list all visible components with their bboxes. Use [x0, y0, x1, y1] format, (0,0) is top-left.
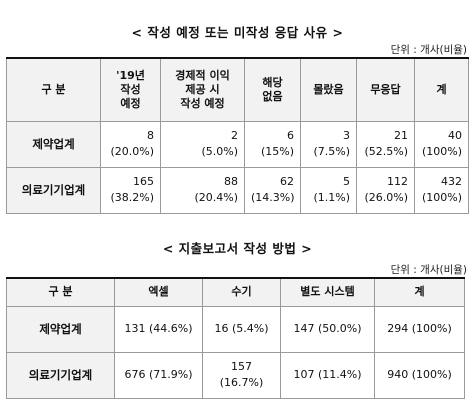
header-separate-system: 별도 시스템: [280, 277, 375, 307]
header-planned-on-benefit: 경제적 이익 제공 시 작성 예정: [160, 57, 245, 122]
table-cell: 147 (50.0%): [280, 305, 375, 353]
table-cell: 107 (11.4%): [280, 351, 375, 399]
table-cell: 676 (71.9%): [114, 351, 203, 399]
header-not-applicable: 해당 없음: [244, 57, 301, 122]
table-cell: 3 (7.5%): [300, 120, 357, 168]
table-cell: 40 (100%): [414, 120, 469, 168]
row-label: 제약업계: [6, 305, 115, 353]
table-cell: 16 (5.4%): [202, 305, 281, 353]
header-excel: 엑셀: [114, 277, 203, 307]
section2-title: < 지출보고서 작성 방법 >: [162, 241, 313, 256]
row-label: 의료기기업계: [6, 351, 115, 399]
row-label: 제약업계: [6, 120, 101, 168]
table-cell: 88 (20.4%): [160, 166, 245, 214]
method-table-header: 구 분 엑셀 수기 별도 시스템 계: [6, 277, 465, 307]
reason-table: 구 분 '19년 작성 예정 경제적 이익 제공 시 작성 예정 해당 없음 몰랐음 무응…: [6, 57, 469, 214]
section1-title: < 작성 예정 또는 미작성 응답 사유 >: [131, 25, 344, 40]
table-cell: 294 (100%): [374, 305, 465, 353]
table-cell: 131 (44.6%): [114, 305, 203, 353]
header-planned-2019: '19년 작성 예정: [100, 57, 161, 122]
row-label: 의료기기업계: [6, 166, 101, 214]
table-row: 의료기기업계 165 (38.2%) 88 (20.4%) 62 (14.3%) 5(…: [6, 166, 469, 214]
header-unaware: 몰랐음: [300, 57, 357, 122]
table-row: 제약업계 131 (44.6%) 16 (5.4%) 147 (50.0%) 2…: [6, 305, 465, 353]
table-row: 의료기기업계 676 (71.9%) 157 (16.7%) 107 (11.4…: [6, 351, 465, 399]
header-category: 구 분: [6, 277, 115, 307]
table-cell: 8 (20.0%): [100, 120, 161, 168]
section1-unit: 단위 : 개사(비율): [390, 44, 467, 56]
table-row: 제약업계 8 (20.0%) 2 (5.0%) 6 (15%) 3 (7.5%) 21(…: [6, 120, 469, 168]
table-cell: 62 (14.3%): [244, 166, 301, 214]
header-no-response: 무응답: [356, 57, 415, 122]
table-cell: 5 (1.1%): [300, 166, 357, 214]
header-total: 계: [374, 277, 465, 307]
table-cell: 157 (16.7%): [202, 351, 281, 399]
header-total: 계: [414, 57, 469, 122]
section2-unit: 단위 : 개사(비율): [390, 264, 467, 276]
table-cell: 21 (52.5%): [356, 120, 415, 168]
reason-table-header: 구 분 '19년 작성 예정 경제적 이익 제공 시 작성 예정 해당 없음 몰랐음 무응…: [6, 57, 469, 122]
table-cell: 165 (38.2%): [100, 166, 161, 214]
table-cell: 940 (100%): [374, 351, 465, 399]
table-cell: 112 (26.0%): [356, 166, 415, 214]
table-cell: 2 (5.0%): [160, 120, 245, 168]
table-cell: 432 (100%): [414, 166, 469, 214]
header-handwritten: 수기: [202, 277, 281, 307]
method-table: 구 분 엑셀 수기 별도 시스템 계 제약업계 131 (44.6%) 16 (…: [6, 277, 465, 399]
header-category: 구 분: [6, 57, 101, 122]
table-cell: 6 (15%): [244, 120, 301, 168]
